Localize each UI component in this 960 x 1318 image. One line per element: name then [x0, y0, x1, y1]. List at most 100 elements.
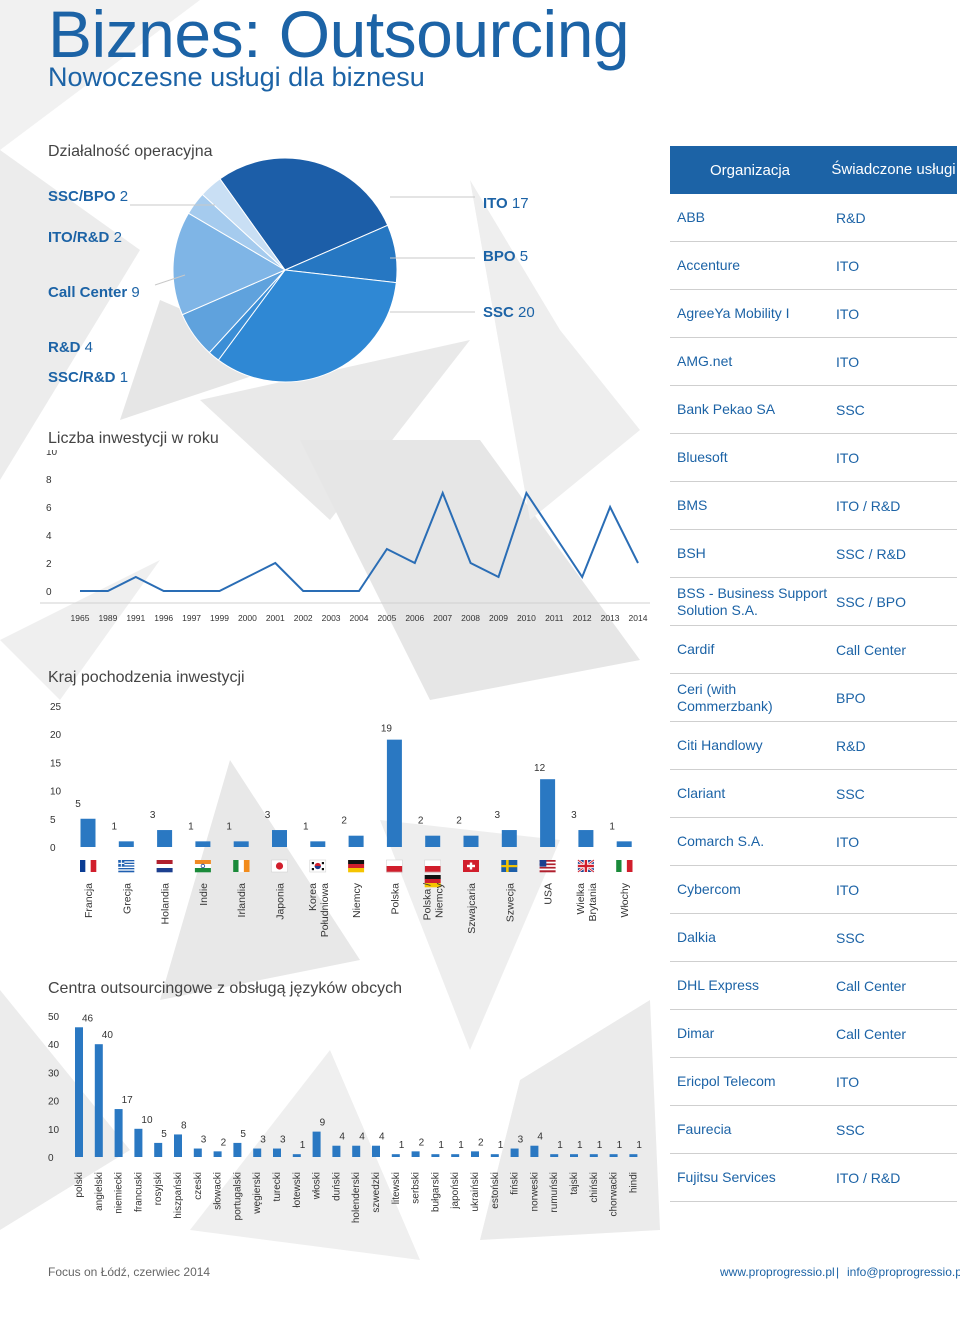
- bar-value-label: 2: [419, 1137, 425, 1148]
- y-tick-label: 5: [50, 815, 56, 826]
- x-category-label: KoreaPołudniowa: [307, 883, 331, 937]
- table-row: Cybercom ITO: [670, 866, 957, 914]
- x-category-label: hiszpański: [173, 1172, 184, 1219]
- table-row: Bluesoft ITO: [670, 434, 957, 482]
- x-category-label: duński: [331, 1172, 342, 1201]
- service-type: ITO: [836, 353, 860, 370]
- bar: [94, 1044, 103, 1157]
- bar-value-label: 1: [438, 1140, 444, 1151]
- flag-icon: [233, 860, 250, 872]
- bar-value-label: 5: [161, 1129, 167, 1140]
- page-subtitle: Nowoczesne usługi dla biznesu: [48, 62, 425, 92]
- x-category-label: rumuński: [549, 1172, 560, 1213]
- flag-icon: [156, 860, 173, 873]
- footer-website-link[interactable]: www.proprogressio.pl: [720, 1265, 835, 1279]
- x-category-label: szwedzki: [371, 1172, 382, 1213]
- bar-value-label: 3: [518, 1135, 524, 1146]
- organization-name: BSH: [677, 545, 706, 561]
- flag-icon: [194, 860, 211, 873]
- organization-name: Dimar: [677, 1025, 715, 1041]
- footer-email-link[interactable]: info@proprogressio.pl: [847, 1265, 960, 1279]
- bar: [501, 830, 517, 847]
- organization-table: Organizacja Świadczone usługi ABB R&D Acce…: [670, 146, 957, 1202]
- bar: [292, 1154, 301, 1157]
- table-row: Fujitsu Services ITO / R&D: [670, 1154, 957, 1202]
- x-category-label: japoński: [450, 1172, 461, 1210]
- bar-value-label: 1: [303, 821, 309, 832]
- line-chart-title: Liczba inwestycji w roku: [48, 430, 219, 447]
- x-tick-label: 2009: [489, 613, 508, 623]
- service-type: SSC: [836, 1121, 865, 1138]
- service-type: ITO: [836, 305, 860, 322]
- bar: [431, 1154, 440, 1157]
- y-tick-label: 4: [46, 531, 52, 542]
- bar: [425, 835, 441, 847]
- bar-value-label: 4: [359, 1132, 365, 1143]
- y-tick-label: 40: [48, 1040, 60, 1051]
- bar: [589, 1154, 598, 1157]
- table-row: Ceri (with Commerzbank) BPO: [670, 674, 957, 722]
- organization-name: Dalkia: [677, 929, 716, 945]
- x-category-label: Indie: [198, 883, 210, 906]
- bar: [471, 1151, 479, 1157]
- pie-legend-call-center: Call Center 9: [48, 284, 140, 301]
- x-tick-label: 2008: [461, 613, 480, 623]
- service-type: SSC / BPO: [836, 593, 907, 610]
- bar-value-label: 1: [636, 1140, 642, 1151]
- x-tick-label: 2004: [350, 613, 369, 623]
- bar: [616, 841, 632, 847]
- service-type: R&D: [836, 737, 866, 754]
- bar: [332, 1145, 341, 1157]
- bar-value-label: 1: [188, 821, 194, 832]
- x-category-label: bułgarski: [430, 1172, 441, 1212]
- bar: [272, 830, 287, 847]
- table-row: BMS ITO / R&D: [670, 482, 957, 530]
- flag-icon: [386, 859, 403, 873]
- x-tick-label: 2000: [238, 613, 257, 623]
- y-tick-label: 30: [48, 1068, 60, 1079]
- country-bar-chart: 0 5 10 15 20 25 5 Francja 1 Grecja 3 Holandia 1 Indie…: [50, 702, 633, 937]
- table-row: AgreeYa Mobility I ITO: [670, 290, 957, 338]
- bar: [609, 1154, 618, 1157]
- bar: [451, 1154, 460, 1157]
- service-type: SSC / R&D: [836, 545, 907, 562]
- x-category-label: Niemcy: [351, 882, 363, 918]
- x-tick-label: 2011: [545, 613, 564, 623]
- x-category-label: węgierski: [252, 1172, 263, 1215]
- x-tick-label: 1996: [154, 613, 173, 623]
- bar-value-label: 2: [418, 816, 424, 827]
- bar-value-label: 4: [537, 1132, 543, 1143]
- service-type: ITO / R&D: [836, 1169, 901, 1186]
- x-category-label: Szwecja: [504, 883, 516, 922]
- table-row: BSS - Business Support Solution S.A. SSC …: [670, 578, 957, 626]
- pie-slice: [219, 157, 389, 271]
- flag-icon: [309, 859, 327, 873]
- table-row: Dalkia SSC: [670, 914, 957, 962]
- pie-legend-ssc-rd: SSC/R&D 1: [48, 369, 129, 386]
- bar: [530, 1145, 539, 1157]
- x-category-label: fiński: [510, 1172, 521, 1195]
- bar-value-label: 1: [226, 821, 232, 832]
- x-category-label: chiński: [589, 1172, 600, 1203]
- bar-value-label: 3: [150, 810, 156, 821]
- y-tick-label: 25: [50, 702, 62, 713]
- bar-value-label: 3: [265, 810, 271, 821]
- x-category-label: Szwajcaria: [466, 883, 478, 934]
- bar: [118, 841, 134, 847]
- bar: [391, 1154, 400, 1157]
- bar: [463, 835, 479, 847]
- x-tick-label: 2005: [377, 613, 396, 623]
- y-tick-label: 0: [48, 1153, 54, 1164]
- organization-name: Accenture: [677, 257, 741, 273]
- x-category-label: turecki: [272, 1172, 283, 1201]
- y-tick-label: 20: [50, 730, 62, 741]
- x-category-label: ukraiński: [470, 1172, 481, 1211]
- x-category-label: Polska /Niemcy: [422, 882, 446, 920]
- bar: [629, 1154, 638, 1157]
- pie-legend-rd: R&D 4: [48, 339, 94, 356]
- service-type: SSC: [836, 401, 865, 418]
- footer-separator: |: [836, 1265, 840, 1279]
- service-type: Call Center: [836, 1025, 907, 1042]
- service-type: Call Center: [836, 641, 907, 658]
